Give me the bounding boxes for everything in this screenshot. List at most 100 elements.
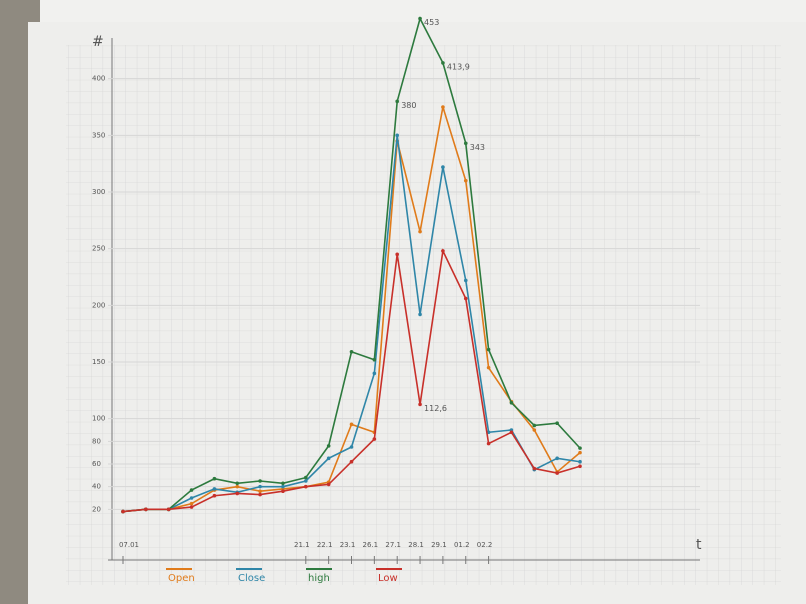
data-point: [304, 479, 308, 483]
data-point: [235, 491, 240, 496]
data-point: [395, 99, 400, 104]
data-point: [509, 401, 514, 405]
data-point: [532, 428, 537, 432]
data-point: [349, 422, 354, 427]
data-point: [441, 61, 445, 65]
y-tick-label: 300: [92, 188, 105, 196]
data-point: [189, 505, 194, 509]
data-point: [281, 481, 285, 486]
data-point: [212, 476, 217, 481]
data-point: [235, 484, 240, 489]
data-point: [486, 347, 491, 352]
y-tick-label: 200: [92, 301, 105, 309]
legend-label: Open: [168, 573, 195, 584]
data-point: [189, 496, 194, 500]
data-point: [418, 229, 422, 234]
data-point: [532, 466, 537, 471]
x-tick-label: 07.01: [119, 541, 139, 549]
data-point: [281, 484, 285, 489]
data-point: [349, 350, 354, 354]
y-tick-label: 100: [92, 415, 105, 423]
x-tick-label: 29.1: [431, 541, 447, 549]
data-point: [235, 481, 240, 486]
data-point: [349, 459, 354, 464]
data-point: [372, 357, 377, 362]
data-point: [441, 165, 445, 169]
data-point: [418, 16, 422, 21]
value-label: 343: [470, 143, 485, 152]
value-label: 453: [424, 18, 439, 27]
data-point: [212, 493, 217, 498]
data-point: [166, 507, 171, 512]
data-point: [555, 471, 559, 475]
y-axis-label: #: [92, 34, 104, 50]
data-point: [189, 488, 194, 492]
legend-label: high: [308, 573, 330, 584]
data-point: [372, 371, 377, 376]
data-point: [281, 489, 285, 494]
data-point: [463, 141, 468, 146]
data-point: [441, 249, 445, 253]
x-axis-label: t: [696, 537, 702, 553]
y-tick-label: 20: [92, 505, 101, 513]
legend: Open Close high Low: [166, 568, 402, 584]
x-tick-label: 21.1: [294, 541, 310, 549]
x-tick-label: 26.1: [363, 541, 379, 549]
data-point: [555, 456, 559, 461]
x-tick-label: 28.1: [408, 541, 424, 549]
data-point: [418, 312, 422, 317]
data-point: [578, 459, 582, 464]
value-label: 380: [401, 101, 416, 110]
data-point: [326, 456, 331, 461]
value-label: 112,6: [424, 404, 447, 413]
legend-label: Close: [238, 573, 265, 584]
y-tick-label: 80: [92, 437, 101, 445]
y-tick-label: 150: [92, 358, 105, 366]
y-tick-label: 60: [92, 460, 101, 468]
data-point: [395, 252, 400, 257]
data-point: [212, 487, 217, 491]
x-tick-label: 22.1: [317, 541, 333, 549]
data-point: [258, 492, 262, 497]
data-point: [463, 278, 468, 283]
x-tick-label: 27.1: [385, 541, 401, 549]
x-tick-label: 02.2: [477, 541, 493, 549]
data-point: [532, 423, 537, 428]
data-point: [395, 133, 400, 138]
data-point: [258, 479, 262, 483]
data-point: [258, 484, 262, 489]
data-point: [304, 484, 308, 489]
value-label: 413,9: [447, 62, 470, 71]
x-tick-label: 23.1: [340, 541, 356, 549]
data-point: [463, 178, 468, 183]
data-point: [578, 450, 582, 455]
data-point: [441, 105, 445, 109]
data-point: [486, 365, 491, 370]
data-point: [121, 509, 125, 514]
y-tick-label: 350: [92, 131, 105, 139]
data-point: [578, 446, 582, 450]
y-tick-label: 40: [92, 483, 101, 491]
data-point: [304, 475, 308, 480]
paper-top: [40, 0, 806, 22]
data-point: [463, 296, 468, 301]
y-tick-label: 400: [92, 75, 105, 83]
data-point: [418, 402, 422, 407]
data-point: [578, 464, 582, 469]
data-point: [486, 441, 491, 446]
graph-grid: [66, 45, 781, 585]
data-point: [326, 482, 331, 487]
y-tick-label: 250: [92, 245, 105, 253]
x-tick-label: 01.2: [454, 541, 470, 549]
data-point: [258, 489, 262, 494]
data-point: [326, 444, 331, 448]
data-point: [509, 430, 514, 435]
data-point: [555, 421, 559, 426]
legend-label: Low: [378, 573, 398, 584]
data-point: [372, 437, 377, 441]
data-point: [349, 445, 354, 449]
data-point: [144, 507, 148, 512]
data-point: [189, 501, 194, 506]
